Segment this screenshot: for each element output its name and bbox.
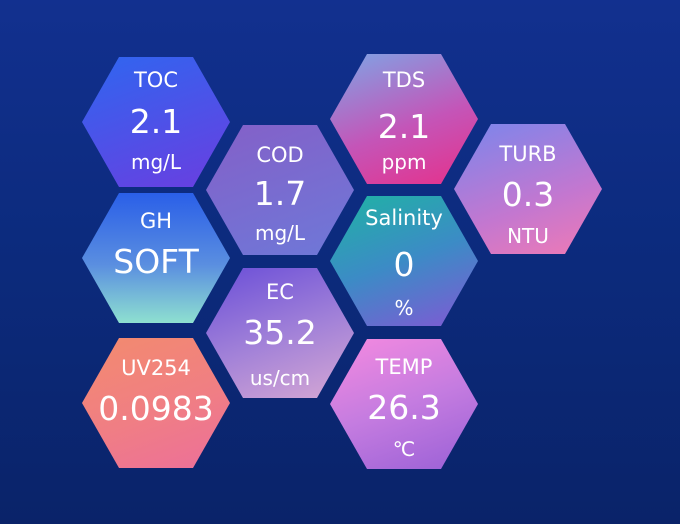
salinity-unit: % xyxy=(394,296,414,320)
tds-tile[interactable]: TDS 2.1 ppm xyxy=(330,54,478,184)
gh-label: GH xyxy=(139,209,173,233)
cod-tile[interactable]: COD 1.7 mg/L xyxy=(206,125,354,255)
turb-unit: NTU xyxy=(507,224,549,248)
toc-unit: mg/L xyxy=(130,150,182,174)
tds-label: TDS xyxy=(382,68,426,92)
tds-unit: ppm xyxy=(381,150,427,174)
toc-label: TOC xyxy=(133,68,179,92)
toc-tile[interactable]: TOC 2.1 mg/L xyxy=(82,57,230,187)
gh-tile[interactable]: GH SOFT xyxy=(82,193,230,323)
gh-value: SOFT xyxy=(113,242,199,281)
temp-label: TEMP xyxy=(375,355,433,379)
ec-value: 35.2 xyxy=(243,313,317,352)
salinity-tile[interactable]: Salinity 0 % xyxy=(330,196,478,326)
toc-value: 2.1 xyxy=(129,102,183,141)
cod-value: 1.7 xyxy=(253,174,307,213)
ec-unit: us/cm xyxy=(249,366,311,390)
turb-value: 0.3 xyxy=(501,175,555,214)
tds-value: 2.1 xyxy=(377,107,431,146)
turb-label: TURB xyxy=(499,142,557,166)
ec-label: EC xyxy=(266,280,294,304)
cod-unit: mg/L xyxy=(254,221,306,245)
uv254-tile[interactable]: UV254 0.0983 xyxy=(82,338,230,468)
salinity-value: 0 xyxy=(393,245,415,284)
temp-unit: ℃ xyxy=(392,437,416,461)
temp-value: 26.3 xyxy=(367,388,441,427)
salinity-label: Salinity xyxy=(365,206,443,230)
temp-tile[interactable]: TEMP 26.3 ℃ xyxy=(330,339,478,469)
cod-label: COD xyxy=(256,143,304,167)
uv254-value: 0.0983 xyxy=(98,389,214,428)
ec-tile[interactable]: EC 35.2 us/cm xyxy=(206,268,354,398)
uv254-label: UV254 xyxy=(121,356,191,380)
turb-tile[interactable]: TURB 0.3 NTU xyxy=(454,124,602,254)
